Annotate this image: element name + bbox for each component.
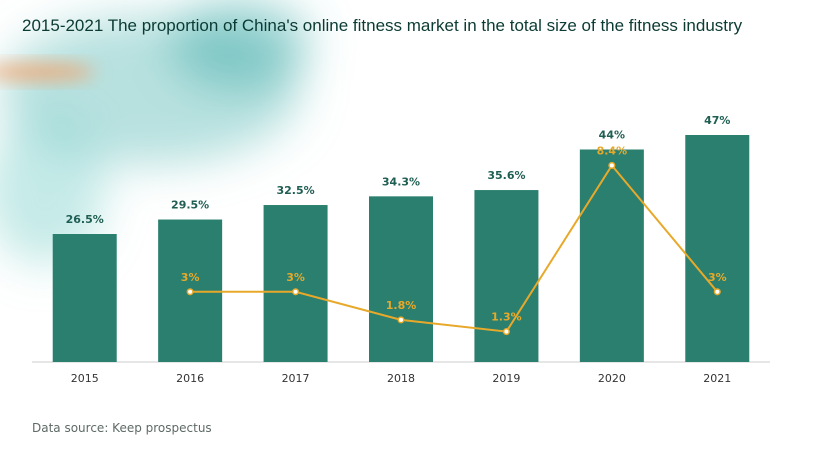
ratio-value-label: 3% (286, 271, 305, 284)
chart-title: 2015-2021 The proportion of China's onli… (22, 16, 743, 35)
bar-value-label: 32.5% (276, 184, 314, 197)
bar-2017 (263, 205, 328, 362)
ratio-value-label: 1.3% (491, 311, 522, 324)
ratio-point-2016 (186, 288, 194, 296)
ratio-point-2020 (608, 161, 616, 169)
ratio-point-2021 (713, 288, 721, 296)
bar-value-label: 47% (704, 114, 730, 127)
bar-2015 (52, 234, 117, 362)
bar-value-label: 29.5% (171, 199, 209, 212)
bar-2020 (579, 149, 644, 362)
x-tick-label: 2020 (598, 372, 626, 385)
ratio-point-2019 (502, 328, 510, 336)
x-tick-label: 2015 (71, 372, 99, 385)
bar-value-label: 35.6% (487, 169, 525, 182)
ratio-value-label: 3% (181, 271, 200, 284)
x-tick-label: 2017 (282, 372, 310, 385)
ratio-value-label: 1.8% (386, 299, 417, 312)
bar-value-label: 34.3% (382, 175, 420, 188)
x-tick-label: 2016 (176, 372, 204, 385)
ratio-value-label: 8.4% (597, 144, 628, 157)
x-tick-label: 2021 (703, 372, 731, 385)
bar-2021 (685, 135, 750, 362)
ratio-series-line (190, 163, 719, 333)
bar-2018 (369, 196, 433, 362)
ratio-point-2018 (397, 316, 405, 324)
bar-2019 (474, 190, 539, 362)
bar-value-label: 26.5% (66, 213, 104, 226)
ratio-value-label: 3% (708, 271, 727, 284)
data-source-note: Data source: Keep prospectus (32, 421, 212, 435)
ratio-point-2017 (292, 288, 300, 296)
bar-value-label: 44% (599, 128, 625, 141)
x-tick-label: 2018 (387, 372, 415, 385)
x-tick-label: 2019 (492, 372, 520, 385)
